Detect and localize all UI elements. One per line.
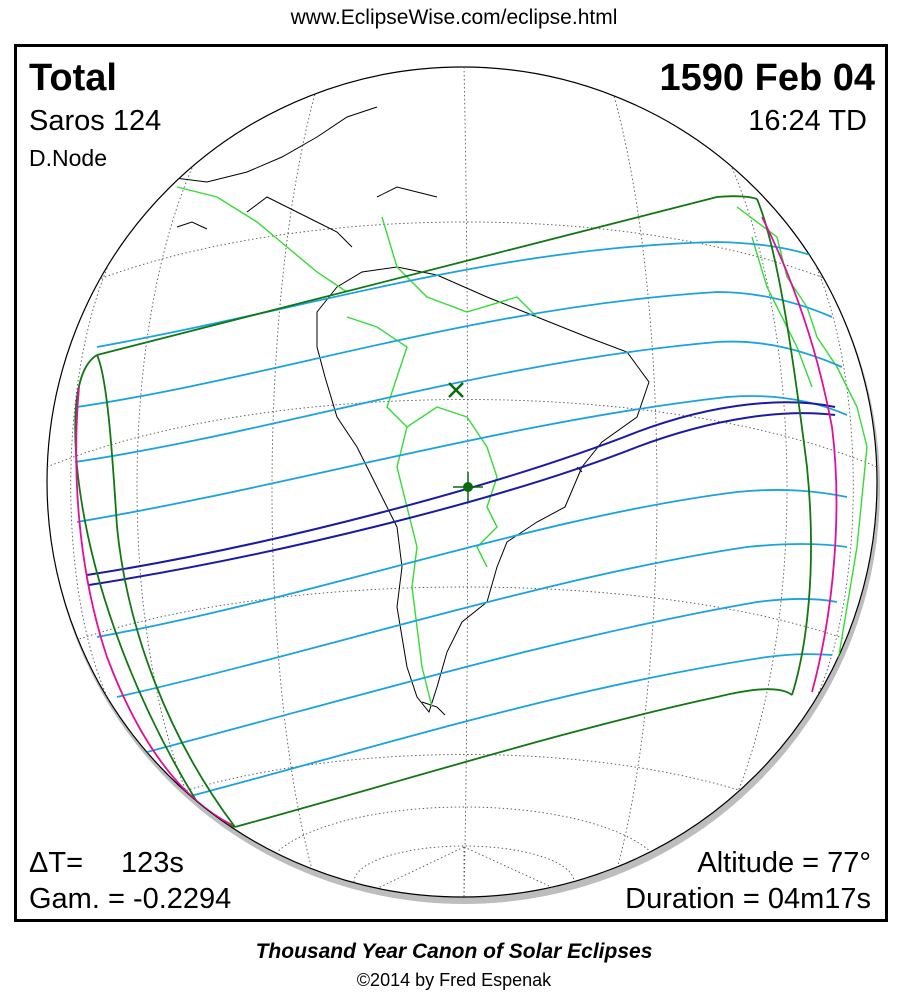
source-url: www.EclipseWise.com/eclipse.html: [290, 6, 618, 29]
globe-disc: [46, 66, 878, 898]
saros-number: Saros 124: [29, 105, 162, 137]
eclipse-globe-map: [46, 66, 880, 904]
eclipse-time: 16:24 TD: [748, 105, 867, 137]
duration-value: Duration = 04m17s: [625, 883, 871, 915]
node-label: D.Node: [29, 145, 107, 171]
delta-t-label: ΔT=: [29, 847, 84, 879]
footer-copyright: ©2014 by Fred Espenak: [356, 970, 552, 990]
delta-t-value: 123s: [121, 847, 184, 879]
partial-eclipse-lines: [74, 241, 848, 798]
political-borders: [176, 186, 868, 708]
footer-title: Thousand Year Canon of Solar Eclipses: [255, 940, 653, 963]
penumbral-limits: [74, 195, 812, 828]
eclipse-date: 1590 Feb 04: [659, 57, 875, 99]
coastlines: [166, 106, 877, 716]
eclipse-type: Total: [29, 57, 117, 99]
altitude-value: Altitude = 77°: [697, 847, 871, 879]
greatest-duration-marker: [453, 472, 483, 502]
central-path: [86, 401, 836, 586]
gamma-value: Gam. = -0.2294: [29, 883, 232, 915]
rise-set-curves: [75, 216, 838, 826]
greatest-eclipse-marker: [448, 382, 464, 398]
eclipse-map-frame: Total 1590 Feb 04 Saros 124 16:24 TD D.N…: [14, 44, 888, 922]
